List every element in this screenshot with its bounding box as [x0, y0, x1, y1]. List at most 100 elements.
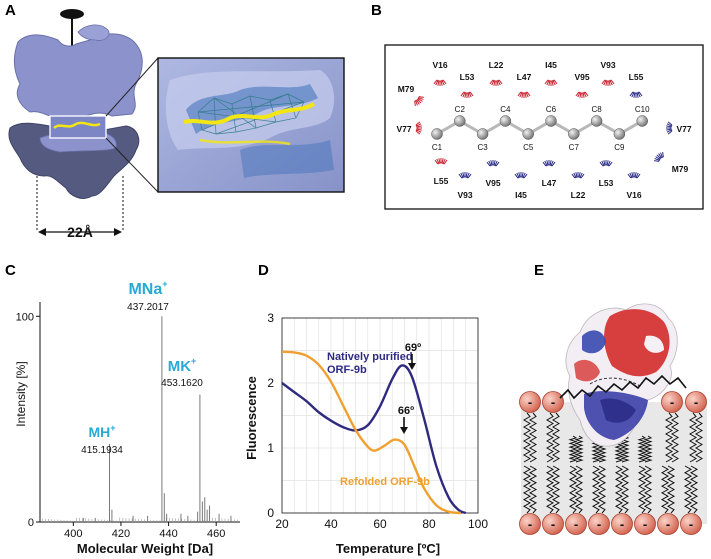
c-x-tick-label: 440	[159, 528, 177, 540]
panel-d: 0 1 2 3 20 40 60 80 100 Fluorescence Temperature…	[244, 311, 488, 556]
contact-arc	[632, 91, 640, 94]
contact-spike	[498, 79, 503, 85]
lipid-tail	[683, 465, 693, 514]
contact-spike	[523, 173, 528, 179]
residue-contact: V77	[396, 121, 422, 135]
residue-contact: I45	[544, 60, 558, 86]
lipid-tail	[643, 465, 653, 514]
contact-spike	[606, 160, 609, 166]
carbon-atom	[476, 128, 489, 140]
lipid-tail	[552, 412, 560, 463]
pocket-highlight-box	[49, 115, 107, 139]
thermal-melt-chart: 0 1 2 3 20 40 60 80 100	[267, 311, 488, 531]
contact-spike	[548, 80, 551, 86]
lipid-tail	[637, 465, 647, 514]
contact-spike	[416, 123, 422, 127]
panel-letter-a: A	[5, 2, 16, 19]
series-label-native-line1: Natively purified	[327, 351, 413, 363]
contact-spike	[666, 129, 672, 133]
lipid-tail	[665, 412, 673, 463]
residue-label: V93	[600, 60, 615, 70]
series-native-line	[281, 364, 467, 515]
headgroup-charge: -	[528, 395, 532, 410]
headgroup-charge: -	[597, 517, 601, 532]
contact-spike	[415, 100, 418, 106]
carbon-atom	[545, 115, 557, 127]
lipid-tail	[637, 435, 647, 463]
contact-spike	[571, 173, 576, 179]
lipid-headgroup	[611, 513, 633, 535]
d-x-tick-label: 60	[373, 517, 387, 531]
lipid-tail	[528, 465, 538, 514]
contact-spike	[662, 152, 664, 158]
lipid-tail	[591, 465, 601, 514]
contact-spike	[417, 99, 422, 104]
contact-arc	[463, 91, 471, 94]
carbon-label: C5	[523, 143, 534, 152]
contact-spike	[552, 80, 556, 86]
contact-spike	[577, 92, 581, 98]
panel-letter-d: D	[258, 262, 269, 279]
residue-contact: V95	[485, 160, 501, 188]
d-ylabel: Fluorescence	[244, 376, 259, 460]
lipid-tail	[689, 412, 697, 463]
contact-spike	[601, 160, 605, 166]
contact-arc	[604, 79, 612, 82]
inserted-lipid-tail	[559, 374, 687, 400]
contact-spike	[440, 80, 443, 86]
contact-spike	[608, 80, 611, 86]
contact-spike	[607, 160, 611, 166]
contact-arc	[547, 79, 555, 82]
d-xlabel: Temperature [ºC]	[336, 541, 440, 556]
contact-spike	[494, 160, 498, 166]
residue-label: V95	[485, 178, 500, 188]
contact-spike	[553, 79, 558, 85]
contact-spike	[608, 161, 613, 167]
contact-spike	[416, 129, 422, 133]
contact-spike	[442, 158, 446, 164]
residue-label: I45	[515, 190, 527, 200]
contact-spike	[580, 173, 585, 179]
contact-map-frame	[384, 44, 704, 210]
c-x-tick-label: 460	[207, 528, 225, 540]
contact-spike	[601, 79, 606, 85]
contact-spike	[469, 91, 474, 97]
contact-spike	[460, 172, 464, 178]
contact-spike	[467, 173, 472, 179]
carbon-atom	[499, 115, 512, 127]
residue-label: L47	[542, 178, 557, 188]
carbon-label: C2	[455, 105, 466, 114]
ligand-zoom	[183, 102, 315, 125]
contact-spike	[575, 172, 578, 178]
contact-spike	[443, 159, 448, 165]
residue-label: L47	[517, 72, 532, 82]
contact-spike	[517, 91, 522, 97]
contact-spike	[521, 172, 524, 178]
lipid-headgroup	[542, 513, 564, 535]
contact-spike	[667, 130, 673, 135]
carbon-atom	[454, 115, 466, 127]
svg-text:437.2017: 437.2017	[127, 302, 169, 313]
contact-spike	[603, 80, 607, 86]
c-y-tick-label: 100	[16, 311, 34, 323]
c-y-tick-label: 0	[28, 517, 34, 529]
contact-spike	[609, 80, 613, 86]
headgroup-charge: -	[551, 395, 555, 410]
residue-label: L55	[434, 176, 449, 186]
svg-text:MH+: MH+	[88, 423, 115, 440]
contact-spike	[633, 92, 636, 98]
lipid-tail	[546, 412, 554, 463]
lipid-tail	[597, 465, 607, 514]
headgroup-charge: -	[689, 517, 693, 532]
d-y-tick-label: 2	[267, 376, 274, 390]
contact-spike	[637, 92, 641, 98]
contact-spike	[489, 79, 494, 85]
series-refolded-line	[281, 350, 461, 515]
carbon-atom	[522, 128, 534, 140]
contact-spike	[599, 161, 604, 167]
contact-spike	[437, 80, 440, 86]
carbon-label: C7	[569, 143, 580, 152]
contact-spike	[491, 80, 495, 86]
d-y-tick-label: 1	[267, 441, 274, 455]
contact-spike	[656, 154, 661, 159]
